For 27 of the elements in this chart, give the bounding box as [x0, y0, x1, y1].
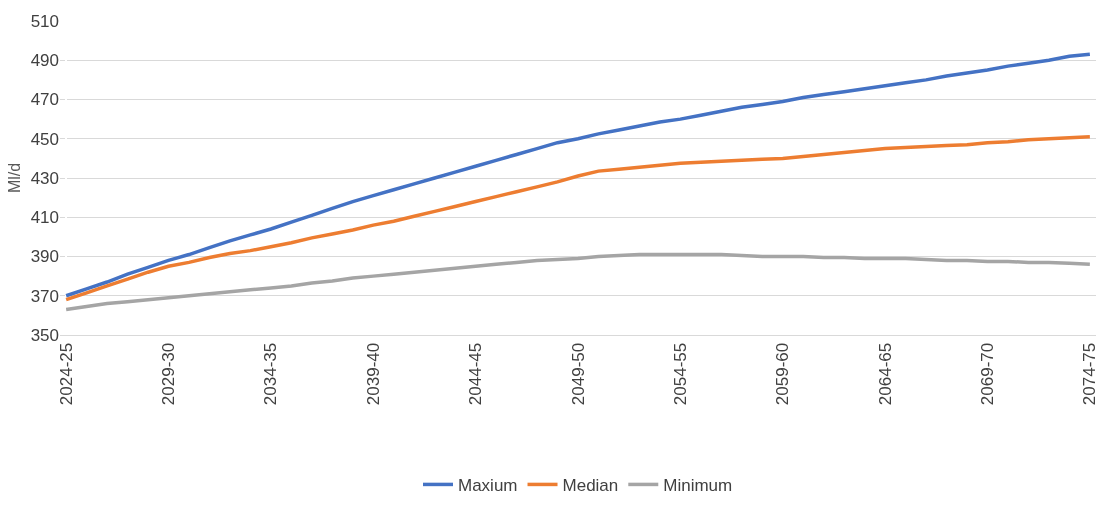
- line-series: [64, 135, 1092, 302]
- y-tick-label: 430: [30, 168, 59, 188]
- y-tick-label: 470: [30, 90, 59, 110]
- x-tick-label: 2039-40: [363, 342, 383, 406]
- legend-label: Median: [562, 476, 619, 496]
- x-tick-label: 2054-55: [670, 342, 690, 406]
- y-tick-label: 390: [30, 247, 59, 267]
- x-tick-label: 2049-50: [568, 342, 588, 406]
- x-tick-label: 2024-25: [56, 342, 76, 406]
- legend-label: Minimum: [663, 476, 733, 496]
- x-tick-label: 2069-70: [978, 342, 998, 406]
- x-tick-label: 2044-45: [466, 342, 486, 406]
- x-tick-label: 2074-75: [1080, 342, 1100, 406]
- y-tick-label: 410: [30, 208, 59, 228]
- y-tick-label: 450: [30, 129, 59, 149]
- y-tick-label: 490: [30, 51, 59, 71]
- line-series: [64, 252, 1092, 312]
- y-tick-label: 350: [30, 325, 59, 345]
- x-tick-label: 2034-35: [261, 342, 281, 406]
- y-tick-label: 510: [30, 11, 59, 31]
- x-tick-label: 2029-30: [159, 342, 179, 406]
- line-series: [64, 52, 1092, 298]
- y-tick-label: 370: [30, 286, 59, 306]
- y-axis-title: Ml/d: [5, 162, 23, 194]
- legend-label: Maxium: [458, 476, 518, 496]
- x-tick-label: 2064-65: [875, 342, 895, 406]
- x-tick-label: 2059-60: [773, 342, 793, 406]
